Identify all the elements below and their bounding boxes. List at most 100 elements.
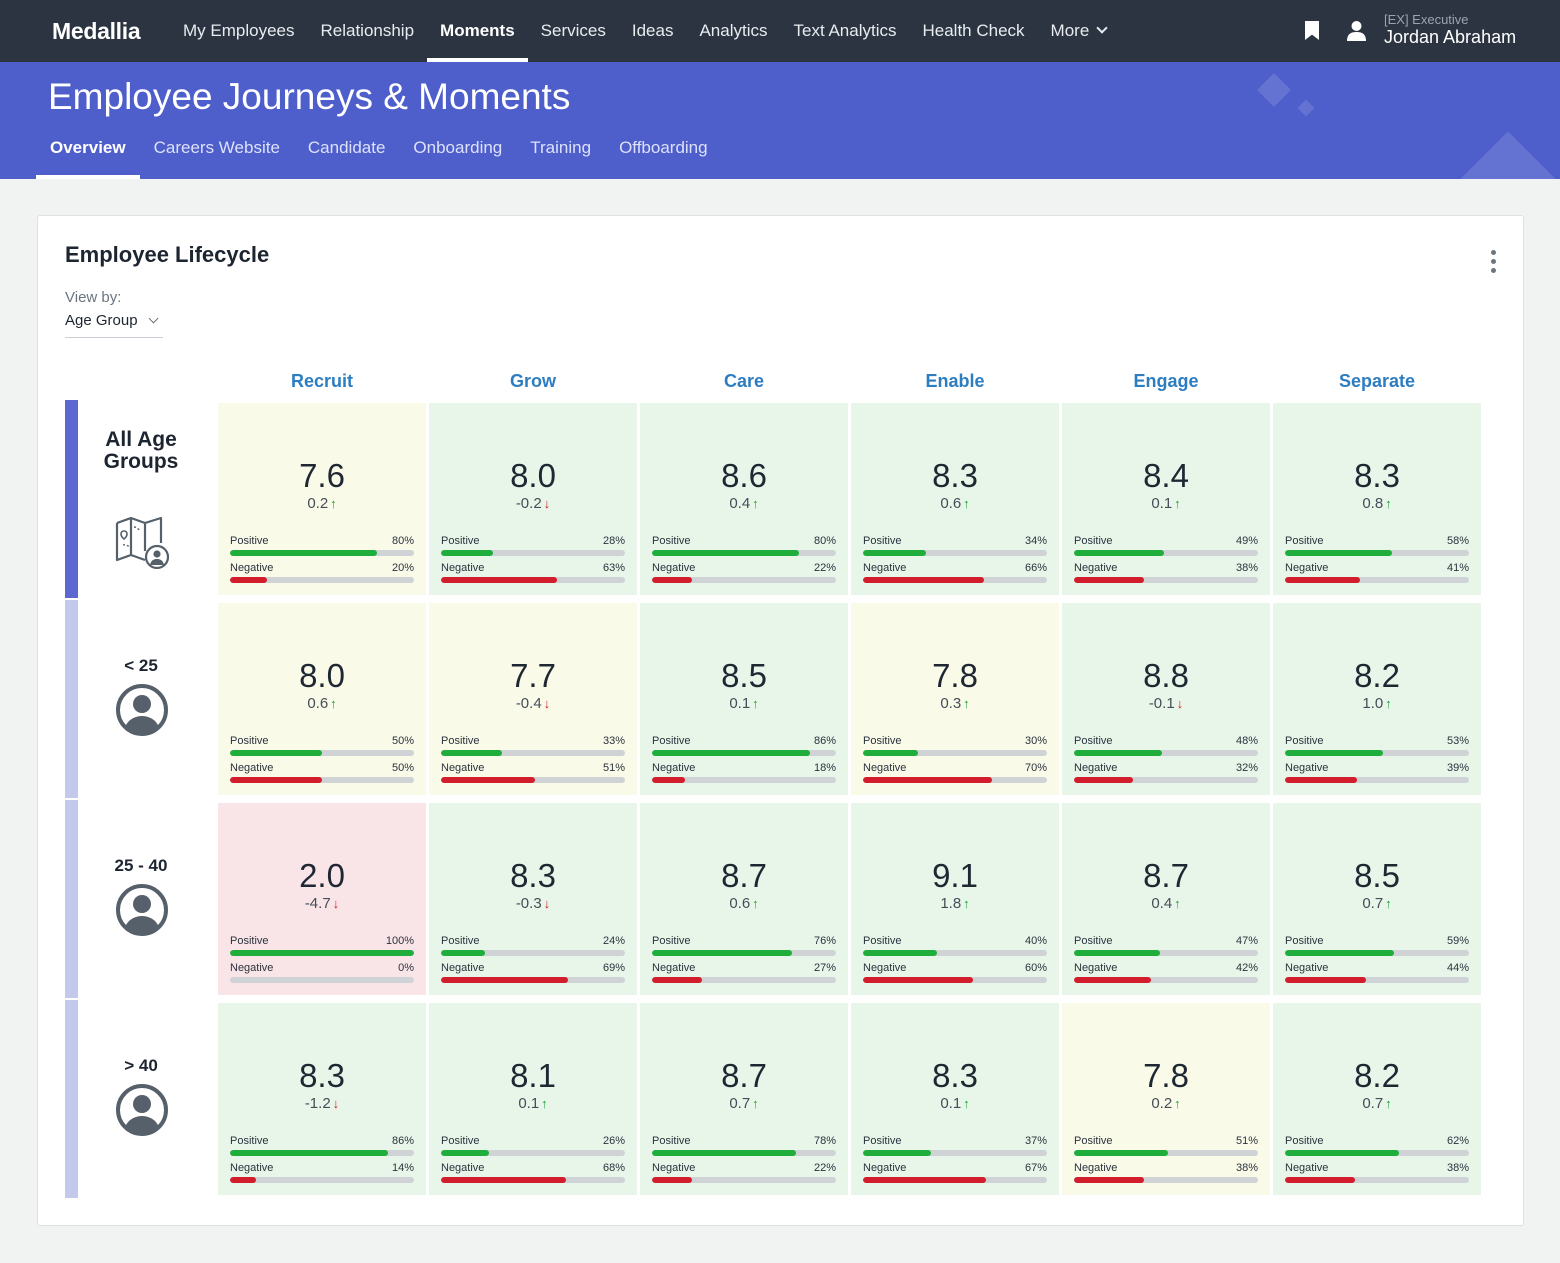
positive-label: Positive — [1285, 735, 1324, 747]
nav-item-analytics[interactable]: Analytics — [699, 21, 768, 40]
more-options-icon[interactable] — [1488, 250, 1498, 276]
positive-bar — [230, 550, 414, 556]
negative-bar-fill — [1285, 777, 1357, 783]
lifecycle-cell[interactable]: 7.7 -0.4 ↓ Positive 33% Negative 51% — [429, 603, 637, 795]
lifecycle-cell[interactable]: 8.5 0.7 ↑ Positive 59% Negative 44% — [1273, 803, 1481, 995]
lifecycle-cell[interactable]: 8.7 0.6 ↑ Positive 76% Negative 27% — [640, 803, 848, 995]
column-header-recruit[interactable]: Recruit — [290, 371, 353, 391]
score-value: 8.3 — [1354, 457, 1400, 494]
negative-percent: 38% — [1235, 562, 1258, 574]
negative-bar-fill — [652, 577, 693, 583]
lifecycle-cell[interactable]: 2.0 -4.7 ↓ Positive 100% Negative 0% — [218, 803, 426, 995]
column-header-care[interactable]: Care — [723, 371, 765, 391]
nav-item-text-analytics[interactable]: Text Analytics — [793, 21, 897, 40]
view-by-select[interactable]: Age Group — [65, 312, 163, 338]
nav-menu: My Employees Relationship Moments Servic… — [170, 0, 1119, 62]
lifecycle-cell[interactable]: 8.8 -0.1 ↓ Positive 48% Negative 32% — [1062, 603, 1270, 795]
arrow-up-icon: ↑ — [963, 896, 970, 911]
negative-bar — [230, 977, 414, 983]
negative-bar-fill — [230, 1177, 256, 1183]
negative-percent: 0% — [398, 962, 414, 974]
positive-label: Positive — [863, 735, 902, 747]
nav-item-relationship[interactable]: Relationship — [320, 21, 415, 40]
positive-label: Positive — [863, 935, 902, 947]
delta-value: 0.7 — [729, 1095, 751, 1112]
lifecycle-cell[interactable]: 7.6 0.2 ↑ Positive 80% Negative 20% — [218, 403, 426, 595]
delta-value: 1.0 — [1362, 695, 1384, 712]
positive-percent: 51% — [1235, 1135, 1258, 1147]
delta-value: 0.2 — [1151, 1095, 1173, 1112]
lifecycle-cell[interactable]: 8.4 0.1 ↑ Positive 49% Negative 38% — [1062, 403, 1270, 595]
bookmark-icon[interactable] — [1305, 21, 1319, 40]
lifecycle-cell[interactable]: 7.8 0.2 ↑ Positive 51% Negative 38% — [1062, 1003, 1270, 1195]
user-icon[interactable] — [1346, 20, 1367, 41]
positive-label: Positive — [230, 735, 269, 747]
negative-label: Negative — [863, 962, 907, 974]
view-by-label: View by: — [65, 289, 122, 306]
lifecycle-cell[interactable]: 8.6 0.4 ↑ Positive 80% Negative 22% — [640, 403, 848, 595]
lifecycle-cell[interactable]: 8.7 0.7 ↑ Positive 78% Negative 22% — [640, 1003, 848, 1195]
nav-item-services[interactable]: Services — [540, 21, 606, 40]
nav-item-moments[interactable]: Moments — [427, 0, 528, 62]
arrow-up-icon: ↑ — [330, 496, 337, 511]
row-indicator-bar — [65, 400, 78, 598]
lifecycle-cell[interactable]: 8.3 0.8 ↑ Positive 58% Negative 41% — [1273, 403, 1481, 595]
negative-bar-fill — [652, 977, 702, 983]
lifecycle-cell[interactable]: 8.2 1.0 ↑ Positive 53% Negative 39% — [1273, 603, 1481, 795]
score-value: 7.8 — [932, 657, 978, 694]
brand-logo[interactable]: Medallia — [52, 18, 141, 44]
user-name[interactable]: Jordan Abraham — [1384, 27, 1517, 47]
lifecycle-cell[interactable]: 8.3 0.1 ↑ Positive 37% Negative 67% — [851, 1003, 1059, 1195]
lifecycle-cell[interactable]: 8.0 -0.2 ↓ Positive 28% Negative 63% — [429, 403, 637, 595]
lifecycle-cell[interactable]: 8.3 -1.2 ↓ Positive 86% Negative 14% — [218, 1003, 426, 1195]
tab-onboarding[interactable]: Onboarding — [413, 138, 503, 157]
tab-overview[interactable]: Overview — [36, 124, 140, 179]
decorative-diamond — [1297, 99, 1315, 117]
score-delta: 0.1 ↑ — [851, 1095, 1059, 1112]
column-header-separate[interactable]: Separate — [1338, 371, 1416, 391]
delta-value: 0.1 — [1151, 495, 1173, 512]
tab-offboarding[interactable]: Offboarding — [619, 138, 708, 157]
arrow-up-icon: ↑ — [1385, 896, 1392, 911]
lifecycle-cell[interactable]: 8.3 -0.3 ↓ Positive 24% Negative 69% — [429, 803, 637, 995]
tab-candidate[interactable]: Candidate — [307, 138, 386, 157]
negative-percent: 14% — [391, 1162, 414, 1174]
delta-value: 0.6 — [940, 495, 962, 512]
lifecycle-cell[interactable]: 8.5 0.1 ↑ Positive 86% Negative 18% — [640, 603, 848, 795]
delta-value: -4.7 — [304, 895, 331, 912]
lifecycle-cell[interactable]: 8.1 0.1 ↑ Positive 26% Negative 68% — [429, 1003, 637, 1195]
lifecycle-cell[interactable]: 8.7 0.4 ↑ Positive 47% Negative 42% — [1062, 803, 1270, 995]
nav-item-health-check[interactable]: Health Check — [922, 21, 1025, 40]
user-avatar-icon — [116, 884, 168, 936]
lifecycle-cell[interactable]: 8.2 0.7 ↑ Positive 62% Negative 38% — [1273, 1003, 1481, 1195]
delta-value: 0.2 — [307, 495, 329, 512]
nav-item-my-employees[interactable]: My Employees — [183, 21, 295, 40]
decorative-diamond — [1257, 73, 1291, 107]
lifecycle-cell[interactable]: 7.8 0.3 ↑ Positive 30% Negative 70% — [851, 603, 1059, 795]
positive-bar — [863, 750, 1047, 756]
positive-bar-fill — [863, 550, 926, 556]
tab-training[interactable]: Training — [530, 138, 592, 157]
column-header-grow[interactable]: Grow — [509, 371, 556, 391]
positive-bar — [652, 550, 836, 556]
arrow-up-icon: ↑ — [330, 696, 337, 711]
chevron-down-icon — [1096, 22, 1108, 34]
lifecycle-cell[interactable]: 8.0 0.6 ↑ Positive 50% Negative 50% — [218, 603, 426, 795]
arrow-up-icon: ↑ — [1174, 496, 1181, 511]
positive-bar — [1285, 750, 1469, 756]
nav-item-more[interactable]: More — [1038, 0, 1120, 62]
negative-bar-fill — [652, 1177, 693, 1183]
score-delta: -4.7 ↓ — [218, 895, 426, 912]
lifecycle-cell[interactable]: 9.1 1.8 ↑ Positive 40% Negative 60% — [851, 803, 1059, 995]
nav-item-ideas[interactable]: Ideas — [631, 21, 674, 40]
score-delta: 0.8 ↑ — [1273, 495, 1481, 512]
positive-percent: 40% — [1024, 935, 1047, 947]
delta-value: 0.3 — [940, 695, 962, 712]
column-header-engage[interactable]: Engage — [1133, 371, 1199, 391]
lifecycle-cell[interactable]: 8.3 0.6 ↑ Positive 34% Negative 66% — [851, 403, 1059, 595]
positive-bar-fill — [1285, 550, 1392, 556]
column-header-enable[interactable]: Enable — [925, 371, 985, 391]
positive-label: Positive — [863, 1135, 902, 1147]
negative-percent: 38% — [1446, 1162, 1469, 1174]
tab-careers-website[interactable]: Careers Website — [153, 138, 280, 157]
